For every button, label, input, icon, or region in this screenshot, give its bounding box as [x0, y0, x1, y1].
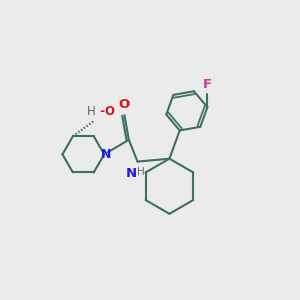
Text: N: N [126, 167, 137, 180]
Text: F: F [203, 78, 212, 91]
Text: N: N [101, 148, 112, 161]
Text: -O: -O [96, 105, 115, 118]
Text: O: O [119, 98, 130, 111]
Text: H: H [137, 167, 145, 177]
Text: H: H [87, 105, 96, 118]
